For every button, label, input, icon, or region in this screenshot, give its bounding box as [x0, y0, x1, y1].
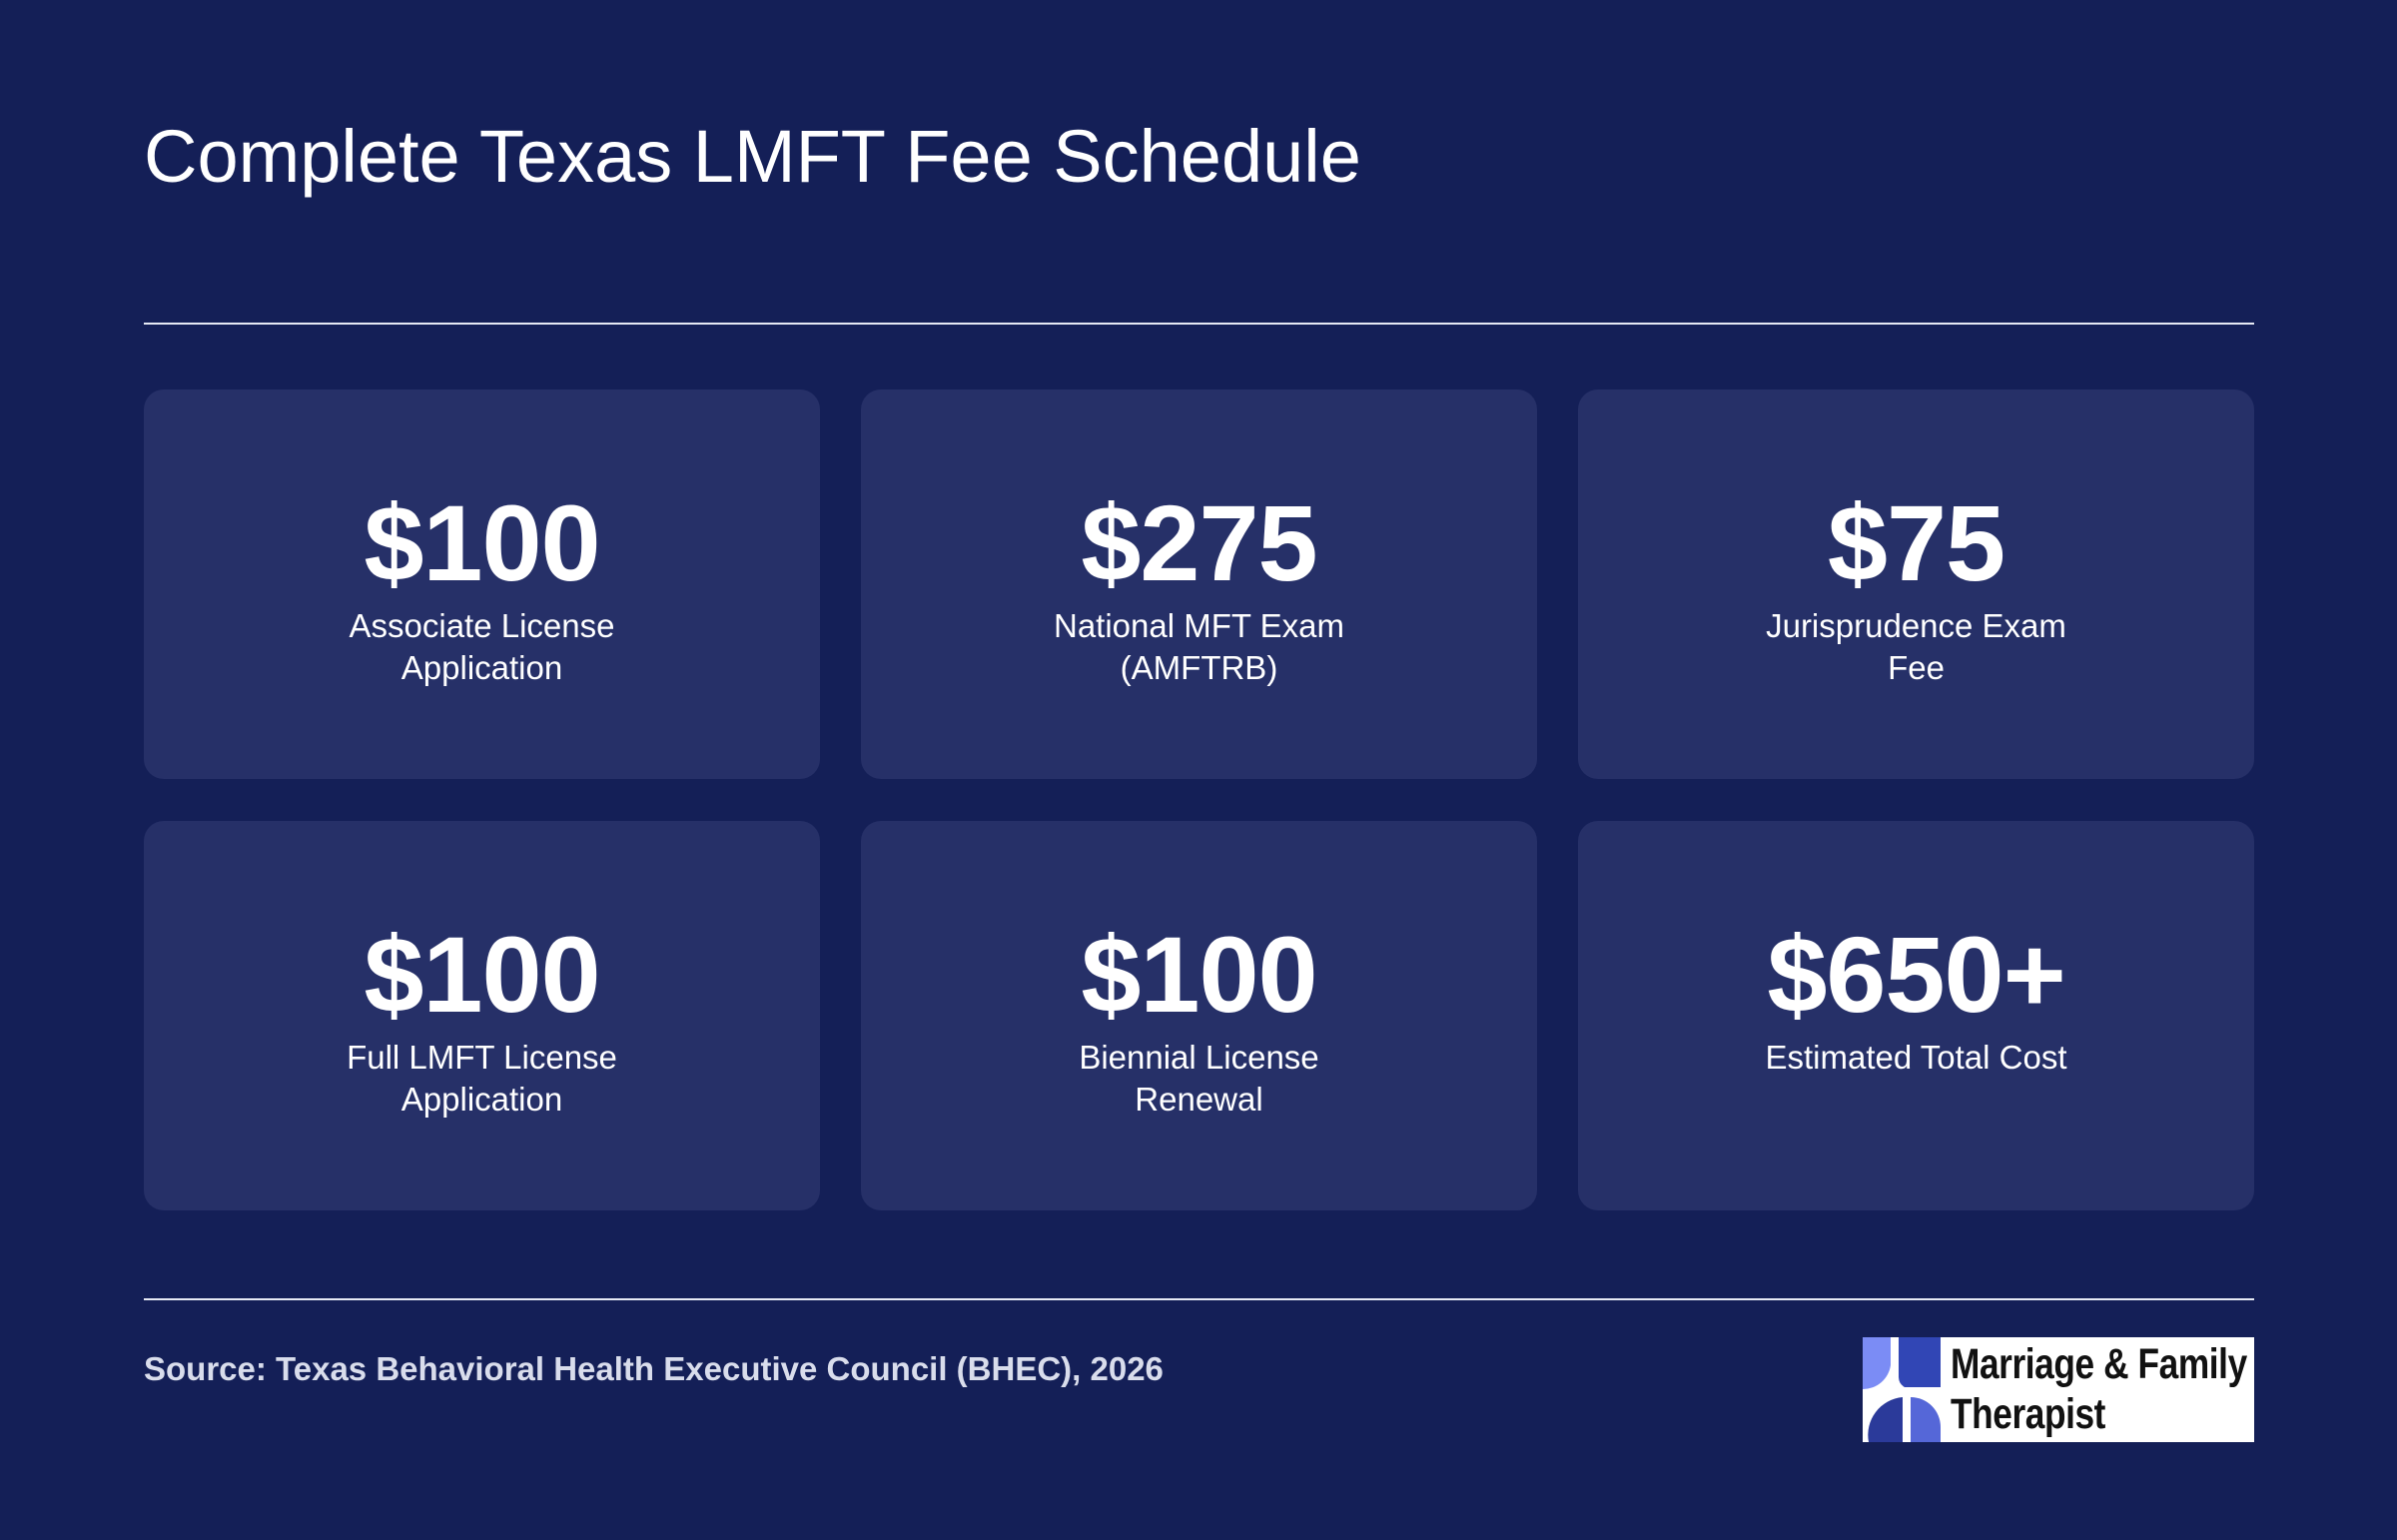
fee-card: $100 Full LMFT License Application	[144, 821, 820, 1210]
fee-amount: $275	[1081, 482, 1317, 603]
logo-mark-icon	[1863, 1337, 1941, 1442]
fee-cards-grid: $100 Associate License Application $275 …	[144, 389, 2254, 1210]
fee-card: $100 Associate License Application	[144, 389, 820, 779]
fee-amount: $100	[364, 482, 600, 603]
fee-label: Jurisprudence Exam Fee	[1766, 607, 2066, 686]
fee-label: Biennial License Renewal	[1079, 1039, 1319, 1118]
top-divider	[144, 323, 2254, 325]
logo-text: Marriage & Family Therapist	[1951, 1339, 2247, 1439]
fee-amount: $75	[1827, 482, 2005, 603]
fee-label: Full LMFT License Application	[347, 1039, 617, 1118]
source-citation: Source: Texas Behavioral Health Executiv…	[144, 1350, 1164, 1387]
fee-amount: $100	[364, 914, 600, 1035]
fee-label: Estimated Total Cost	[1765, 1039, 2067, 1076]
fee-amount: $100	[1081, 914, 1317, 1035]
marriage-family-therapist-logo: Marriage & Family Therapist	[1863, 1337, 2254, 1442]
fee-label: Associate License Application	[349, 607, 615, 686]
fee-card: $100 Biennial License Renewal	[861, 821, 1537, 1210]
fee-card: $275 National MFT Exam (AMFTRB)	[861, 389, 1537, 779]
bottom-divider	[144, 1298, 2254, 1300]
fee-label: National MFT Exam (AMFTRB)	[1054, 607, 1344, 686]
logo-text-line2: Therapist	[1951, 1390, 2106, 1438]
page-title: Complete Texas LMFT Fee Schedule	[144, 115, 1361, 198]
fee-amount: $650+	[1767, 914, 2065, 1035]
fee-card: $650+ Estimated Total Cost	[1578, 821, 2254, 1210]
fee-card: $75 Jurisprudence Exam Fee	[1578, 389, 2254, 779]
logo-text-line1: Marriage & Family	[1951, 1340, 2247, 1388]
